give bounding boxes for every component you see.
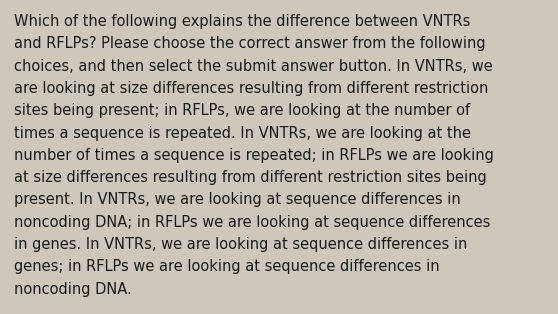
Text: and RFLPs? Please choose the correct answer from the following: and RFLPs? Please choose the correct ans…: [14, 36, 485, 51]
Text: are looking at size differences resulting from different restriction: are looking at size differences resultin…: [14, 81, 488, 96]
Text: genes; in RFLPs we are looking at sequence differences in: genes; in RFLPs we are looking at sequen…: [14, 259, 440, 274]
Text: number of times a sequence is repeated; in RFLPs we are looking: number of times a sequence is repeated; …: [14, 148, 494, 163]
Text: in genes. In VNTRs, we are looking at sequence differences in: in genes. In VNTRs, we are looking at se…: [14, 237, 468, 252]
Text: noncoding DNA.: noncoding DNA.: [14, 282, 132, 297]
Text: at size differences resulting from different restriction sites being: at size differences resulting from diffe…: [14, 170, 487, 185]
Text: noncoding DNA; in RFLPs we are looking at sequence differences: noncoding DNA; in RFLPs we are looking a…: [14, 215, 490, 230]
Text: present. In VNTRs, we are looking at sequence differences in: present. In VNTRs, we are looking at seq…: [14, 192, 461, 208]
Text: sites being present; in RFLPs, we are looking at the number of: sites being present; in RFLPs, we are lo…: [14, 103, 470, 118]
Text: Which of the following explains the difference between VNTRs: Which of the following explains the diff…: [14, 14, 470, 29]
Text: times a sequence is repeated. In VNTRs, we are looking at the: times a sequence is repeated. In VNTRs, …: [14, 126, 471, 141]
Text: choices, and then select the submit answer button. In VNTRs, we: choices, and then select the submit answ…: [14, 59, 493, 74]
